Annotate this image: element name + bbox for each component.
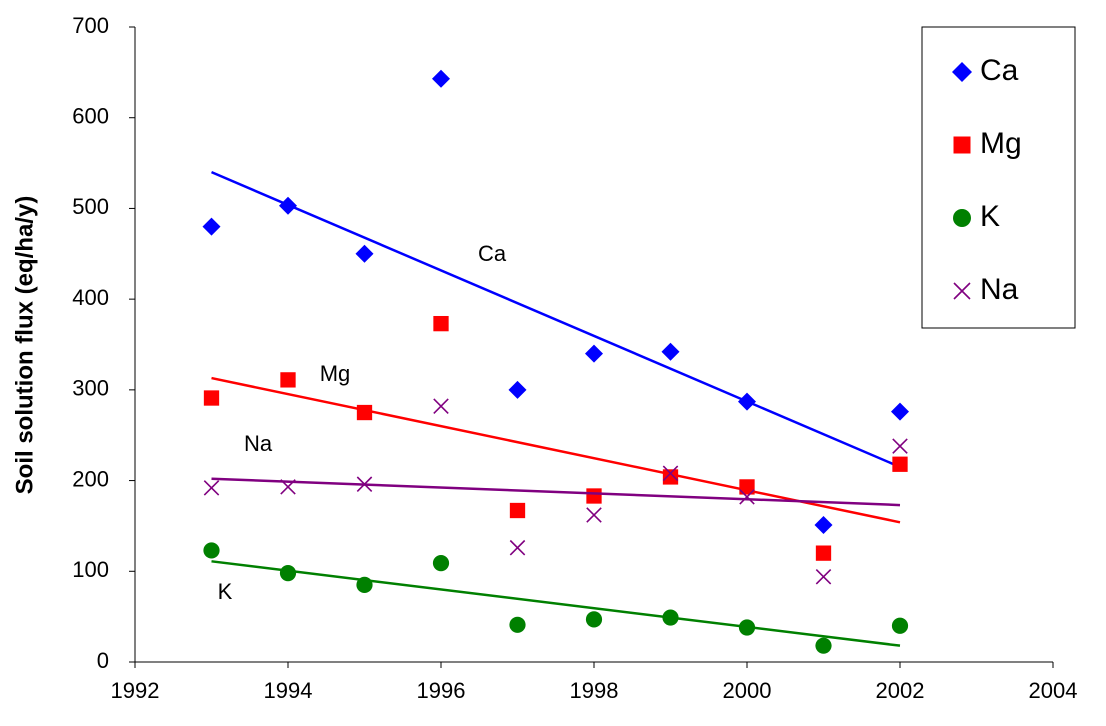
- y-tick-label: 500: [72, 194, 109, 219]
- legend-label: Mg: [980, 127, 1022, 160]
- y-tick-label: 200: [72, 466, 109, 491]
- point: [203, 390, 220, 406]
- point: [662, 465, 679, 482]
- point: [509, 502, 526, 519]
- point: [356, 404, 373, 421]
- trend-line: [211, 170, 901, 469]
- trend-line: [211, 560, 901, 647]
- legend-marker: [953, 282, 971, 300]
- point: [508, 380, 527, 399]
- point: [739, 489, 755, 505]
- point: [662, 609, 679, 626]
- point: [280, 372, 296, 388]
- point: [432, 555, 450, 572]
- point: [280, 479, 296, 495]
- point: [661, 342, 680, 361]
- x-tick-label: 2000: [723, 678, 772, 703]
- x-tick-label: 2002: [876, 678, 925, 703]
- legend: [921, 26, 1076, 329]
- point: [356, 576, 373, 593]
- point: [586, 488, 602, 504]
- x-tick-label: 1996: [417, 678, 466, 703]
- point: [891, 617, 909, 634]
- y-axis-label: Soil solution flux (eq/ha/y): [11, 196, 38, 495]
- point: [433, 315, 449, 332]
- point: [586, 507, 602, 523]
- legend-label: Ca: [980, 54, 1019, 87]
- y-tick-label: 700: [72, 13, 109, 38]
- point: [432, 69, 450, 88]
- point: [203, 542, 220, 559]
- point: [891, 402, 909, 421]
- point: [738, 392, 756, 411]
- point: [279, 196, 297, 215]
- point: [433, 398, 449, 414]
- trend-line: [211, 376, 901, 524]
- point: [892, 438, 908, 454]
- point: [662, 469, 679, 485]
- y-tick-label: 300: [72, 376, 109, 401]
- legend-marker: [952, 62, 972, 82]
- y-tick-label: 100: [72, 557, 109, 582]
- point: [815, 568, 832, 585]
- y-tick-label: 400: [72, 285, 109, 310]
- point: [585, 611, 603, 628]
- y-tick-label: 600: [72, 104, 109, 129]
- x-tick-label: 1994: [264, 678, 313, 703]
- annotation: K: [218, 579, 233, 604]
- trend-line: [211, 477, 901, 507]
- legend-label: Na: [980, 273, 1019, 306]
- point: [509, 616, 526, 633]
- x-tick-label: 1992: [111, 678, 160, 703]
- point: [585, 344, 603, 363]
- annotation: Ca: [478, 241, 507, 266]
- point: [356, 476, 373, 492]
- point: [892, 456, 908, 472]
- legend-label: K: [980, 200, 1000, 233]
- point: [279, 565, 297, 582]
- point: [509, 539, 526, 556]
- x-tick-label: 1998: [570, 678, 619, 703]
- annotation: Mg: [320, 361, 351, 386]
- annotation: Na: [244, 431, 273, 456]
- point: [814, 516, 833, 535]
- point: [815, 545, 832, 561]
- point: [738, 619, 756, 636]
- x-tick-label: 2004: [1029, 678, 1078, 703]
- point: [202, 217, 221, 236]
- legend-marker: [953, 136, 971, 154]
- point: [355, 244, 374, 263]
- legend-marker: [953, 209, 971, 227]
- point: [815, 637, 832, 654]
- point: [203, 480, 220, 496]
- y-tick-label: 0: [97, 648, 109, 673]
- point: [739, 479, 755, 495]
